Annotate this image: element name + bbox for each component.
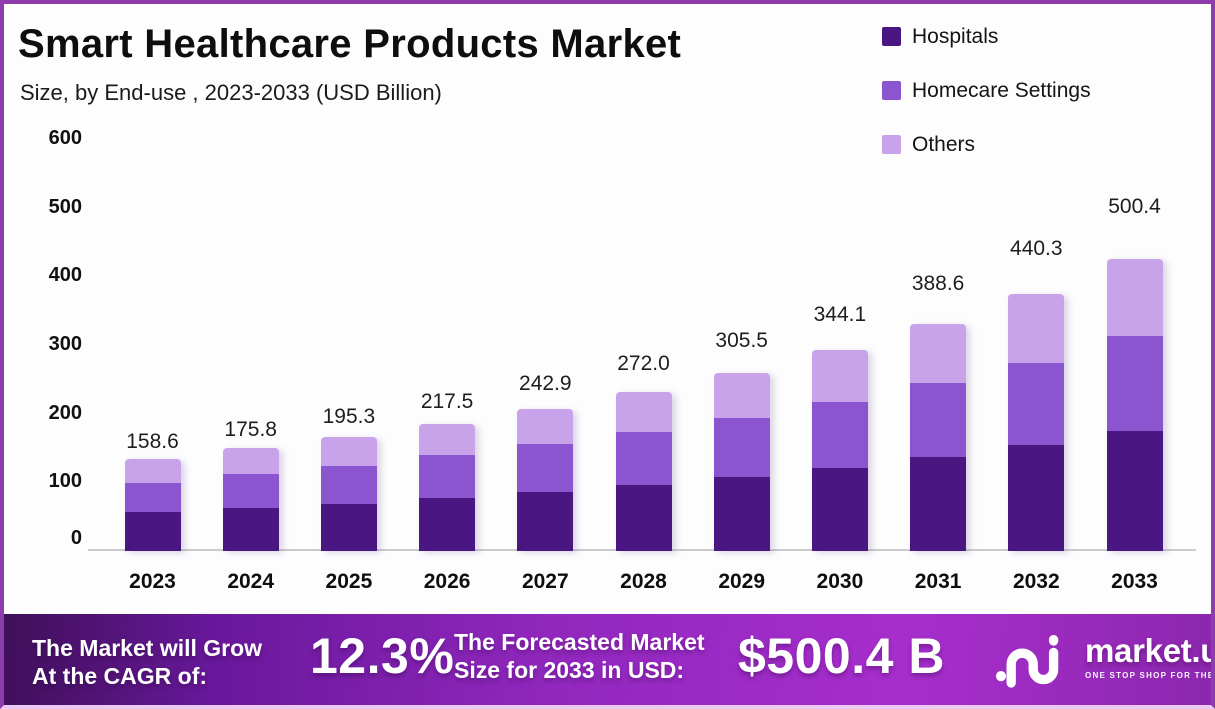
bar-segment-hospitals: [1008, 444, 1065, 551]
legend-item-homecare-settings: Homecare Settings: [882, 78, 1091, 102]
bar-segment-homecare-settings: [124, 482, 181, 512]
bar-segment-homecare-settings: [320, 466, 377, 505]
bar-segment-others: [320, 437, 377, 467]
bar-segment-hospitals: [222, 507, 279, 551]
y-axis-label: 600: [48, 126, 82, 149]
bar-2032: [1008, 294, 1065, 551]
bar-total-label: 195.3: [322, 404, 376, 428]
legend-item-others: Others: [882, 132, 1091, 156]
bar-segment-others: [1008, 294, 1065, 364]
bar-segment-hospitals: [517, 492, 574, 551]
brand-text: market.us ONE STOP SHOP FOR THE REPORTS: [1085, 632, 1215, 681]
bar-total-label: 440.3: [1010, 236, 1063, 260]
x-axis-label: 2028: [620, 570, 667, 593]
bar-segment-others: [124, 458, 181, 483]
bar-segment-others: [713, 372, 770, 419]
legend-swatch-hospitals: [882, 27, 901, 46]
x-axis-label: 2027: [521, 570, 569, 593]
y-axis-label: 100: [48, 470, 82, 493]
cagr-label: The Market will Grow At the CAGR of:: [32, 635, 263, 689]
x-axis-label: 2031: [914, 570, 962, 593]
bar-segment-homecare-settings: [1008, 363, 1065, 445]
bar-2024: [222, 448, 279, 551]
bar-2028: [615, 392, 672, 551]
bar-2030: [811, 350, 868, 551]
y-axis-label: 0: [70, 527, 82, 549]
bar-segment-hospitals: [320, 504, 377, 551]
bar-segment-others: [1106, 259, 1163, 337]
bar-segment-others: [517, 409, 574, 445]
y-axis-label: 500: [48, 195, 82, 218]
bar-2025: [320, 437, 377, 551]
bar-2033: [1106, 259, 1163, 551]
bar-chart-plot-area: 0 100 200 300 400 500 600 158.6 2023 175.8 2024 195…: [4, 4, 1211, 705]
bar-total-label: 217.5: [420, 389, 474, 413]
y-axis-label: 200: [48, 401, 82, 424]
forecast-value: $500.4 B: [738, 628, 945, 684]
bar-segment-homecare-settings: [811, 401, 868, 468]
cagr-value: 12.3%: [310, 628, 455, 684]
legend-item-hospitals: Hospitals: [882, 24, 1091, 48]
y-axis-label: 300: [48, 332, 82, 355]
bar-total-label: 305.5: [715, 329, 768, 353]
bar-segment-hospitals: [713, 476, 770, 551]
bar-segment-others: [222, 448, 279, 475]
legend-swatch-homecare-settings: [882, 81, 901, 100]
bar-segment-homecare-settings: [713, 418, 770, 477]
bar-total-label: 500.4: [1108, 195, 1161, 219]
x-axis-label: 2026: [423, 570, 471, 593]
page-title: Smart Healthcare Products Market: [18, 22, 682, 66]
bar-segment-hospitals: [419, 497, 476, 551]
bar-total-label: 175.8: [224, 418, 277, 442]
legend: Hospitals Homecare Settings Others: [882, 24, 1091, 189]
x-axis-label: 2023: [129, 570, 176, 593]
market-us-logo-icon: [995, 634, 1059, 688]
brand-tagline: ONE STOP SHOP FOR THE REPORTS: [1085, 671, 1215, 680]
legend-label: Others: [912, 132, 976, 156]
x-axis-label: 2033: [1111, 570, 1158, 593]
legend-label: Homecare Settings: [912, 78, 1091, 102]
bar-total-label: 158.6: [126, 430, 179, 454]
bar-segment-hospitals: [910, 456, 967, 551]
bar-2027: [517, 409, 574, 551]
bar-2026: [419, 424, 476, 551]
footer-banner: The Market will Grow At the CAGR of: 12.…: [4, 614, 1211, 705]
bar-segment-homecare-settings: [517, 444, 574, 493]
chart-subtitle: Size, by End-use , 2023-2033 (USD Billio…: [20, 80, 442, 105]
bar-segment-hospitals: [1106, 431, 1163, 551]
bar-total-label: 344.1: [813, 302, 867, 326]
bar-segment-others: [615, 392, 672, 433]
x-axis-label: 2029: [718, 570, 766, 593]
brand-name: market.us: [1085, 632, 1211, 669]
bar-total-label: 388.6: [911, 272, 965, 296]
bar-segment-homecare-settings: [910, 382, 967, 457]
bar-segment-hospitals: [615, 485, 672, 551]
market-us-logo: market.us ONE STOP SHOP FOR THE REPORTS: [985, 632, 1215, 688]
x-axis-label: 2032: [1012, 570, 1060, 593]
x-axis-label: 2024: [227, 570, 275, 593]
legend-label: Hospitals: [912, 24, 999, 48]
bar-2029: [713, 372, 770, 551]
bar-total-label: 272.0: [617, 352, 670, 376]
bar-segment-hospitals: [124, 511, 181, 551]
bar-total-label: 242.9: [519, 372, 572, 396]
legend-swatch-others: [882, 135, 901, 154]
bar-segment-others: [910, 324, 967, 383]
bar-segment-homecare-settings: [419, 455, 476, 498]
bar-segment-homecare-settings: [1106, 336, 1163, 432]
forecast-label: The Forecasted Market Size for 2033 in U…: [454, 629, 705, 683]
x-axis-label: 2025: [325, 570, 373, 593]
bar-segment-homecare-settings: [222, 474, 279, 508]
bar-segment-homecare-settings: [615, 432, 672, 486]
x-axis-label: 2030: [816, 570, 864, 593]
bar-segment-hospitals: [811, 468, 868, 551]
bar-segment-others: [419, 424, 476, 456]
bar-2023: [124, 458, 181, 551]
bar-segment-others: [811, 350, 868, 402]
bar-2031: [910, 324, 967, 551]
y-axis-label: 400: [48, 264, 82, 287]
